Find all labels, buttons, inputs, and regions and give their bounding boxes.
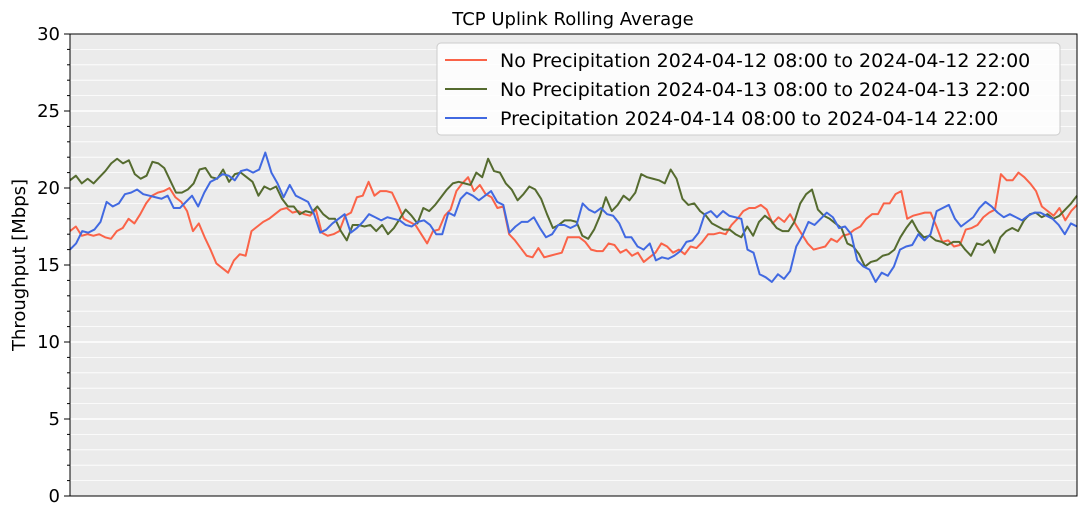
y-tick-label: 20 xyxy=(37,178,60,199)
legend-label-3: Precipitation 2024-04-14 08:00 to 2024-0… xyxy=(500,108,998,130)
legend-box xyxy=(436,42,1061,136)
chart-title: TCP Uplink Rolling Average xyxy=(451,9,693,30)
series-line-3 xyxy=(69,151,1078,283)
series-line-1 xyxy=(69,171,1078,274)
y-axis: 0 5 10 15 20 25 30 xyxy=(37,24,70,507)
y-tick-label: 10 xyxy=(37,332,60,353)
y-tick-label: 0 xyxy=(49,486,60,507)
series-layer xyxy=(69,151,1078,283)
legend-label-1: No Precipitation 2024-04-12 08:00 to 202… xyxy=(500,50,1030,72)
y-tick-label: 30 xyxy=(37,24,60,45)
y-tick-label: 15 xyxy=(37,255,60,276)
y-tick-label: 25 xyxy=(37,101,60,122)
legend-label-2: No Precipitation 2024-04-13 08:00 to 202… xyxy=(500,79,1030,101)
legend: No Precipitation 2024-04-12 08:00 to 202… xyxy=(436,42,1061,136)
y-axis-label: Throughput [Mbps] xyxy=(9,179,30,352)
y-tick-label: 5 xyxy=(49,409,60,430)
series-line-2 xyxy=(69,157,1078,268)
